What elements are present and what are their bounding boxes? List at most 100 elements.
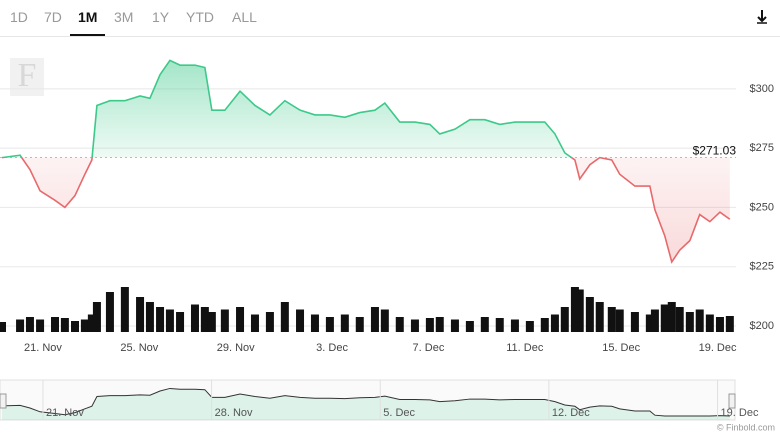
volume-bar — [176, 312, 185, 332]
x-tick-label: 3. Dec — [316, 342, 348, 354]
credit: © Finbold.com — [717, 422, 775, 432]
navigator-tick-label: 5. Dec — [383, 407, 415, 419]
volume-bar — [630, 312, 639, 332]
volume-bar — [425, 318, 434, 332]
volume-bar — [200, 307, 209, 332]
download-icon[interactable] — [757, 10, 767, 24]
volume-bar — [25, 317, 34, 332]
x-tick-label: 21. Nov — [24, 342, 62, 354]
volume-bar — [325, 317, 334, 332]
volume-bar — [585, 297, 594, 332]
volume-bar — [51, 317, 60, 332]
range-button[interactable]: ALL — [232, 9, 257, 25]
y-tick-label: $250 — [750, 201, 774, 213]
volume-bar — [380, 309, 389, 332]
volume-bar — [650, 309, 659, 332]
volume-bar — [615, 309, 624, 332]
volume-bar — [120, 287, 129, 332]
volume-bar — [16, 319, 25, 332]
volume-bar — [296, 309, 305, 332]
volume-bar — [310, 314, 319, 332]
watermark-box — [10, 58, 44, 96]
volume-bar — [465, 321, 474, 332]
volume-bar — [370, 307, 379, 332]
volume-bar — [450, 319, 459, 332]
navigator-area — [2, 388, 730, 420]
range-button[interactable]: 3M — [114, 9, 134, 25]
volume-bar — [340, 314, 349, 332]
volume-bar — [410, 319, 419, 332]
volume-bar — [165, 309, 174, 332]
range-bar: 1D 7D 1M 3M 1Y YTD ALL — [0, 0, 780, 37]
navigator-tick-label: 12. Dec — [552, 407, 590, 419]
volume-bar — [36, 319, 45, 332]
volume-bar — [645, 314, 654, 332]
volume-bar — [236, 307, 245, 332]
volume-bar — [80, 319, 89, 332]
x-tick-label: 15. Dec — [602, 342, 640, 354]
volume-bar — [60, 318, 69, 332]
volume-bar — [71, 321, 79, 332]
y-tick-label: $300 — [750, 83, 774, 95]
range-button[interactable]: 7D — [44, 9, 62, 25]
x-tick-label: 25. Nov — [120, 342, 158, 354]
volume-bar — [480, 317, 489, 332]
range-button[interactable]: 1M — [70, 0, 106, 36]
volume-bar — [495, 318, 504, 332]
navigator-handle[interactable] — [0, 393, 7, 409]
y-tick-label: $225 — [750, 261, 774, 273]
volume-bar — [510, 319, 519, 332]
volume-bar — [575, 289, 584, 332]
watermark: F — [18, 57, 37, 94]
volume-bar — [525, 321, 534, 332]
volume-bar — [190, 304, 199, 332]
volume-bar — [92, 302, 101, 332]
price-line — [1, 59, 731, 264]
navigator[interactable] — [0, 379, 736, 421]
volume-bar — [540, 318, 549, 332]
x-tick-label: 11. Dec — [506, 342, 544, 354]
volume-bar — [667, 302, 676, 332]
volume-bar — [715, 317, 724, 332]
volume-bar — [660, 304, 669, 332]
volume-bar — [280, 302, 289, 332]
volume-bar — [607, 307, 616, 332]
navigator-tick-label: 21. Nov — [46, 407, 84, 419]
volume-bar — [265, 312, 274, 332]
navigator-tick-label: 19. Dec — [721, 407, 759, 419]
volume-bar — [435, 317, 444, 332]
volume-bar — [595, 302, 604, 332]
navigator-tick-label: 28. Nov — [215, 407, 253, 419]
y-tick-label: $200 — [750, 320, 774, 332]
volume-bar — [207, 312, 216, 332]
volume-bar — [136, 297, 145, 332]
baseline-label: $271.03 — [693, 144, 737, 158]
volume-bar — [560, 307, 569, 332]
volume-bar — [550, 314, 559, 332]
volume-bar — [145, 302, 154, 332]
navigator-handle[interactable] — [728, 393, 736, 409]
volume-bar — [156, 307, 165, 332]
volume-bar — [570, 287, 579, 332]
volume-bar — [250, 314, 259, 332]
y-tick-label: $275 — [750, 142, 774, 154]
x-tick-label: 29. Nov — [217, 342, 255, 354]
volume-bar — [105, 292, 114, 332]
volume-bar — [725, 316, 734, 332]
x-tick-label: 19. Dec — [699, 342, 737, 354]
volume-bar — [87, 314, 96, 332]
price-area — [2, 60, 730, 262]
range-button[interactable]: 1Y — [152, 9, 170, 25]
x-tick-label: 7. Dec — [413, 342, 445, 354]
volume-bar — [675, 307, 684, 332]
volume-bar — [395, 317, 404, 332]
volume-bar — [355, 317, 364, 332]
volume-bar — [705, 314, 714, 332]
volume-bar — [0, 322, 6, 332]
range-button[interactable]: YTD — [186, 9, 214, 25]
volume-bar — [695, 309, 704, 332]
range-button[interactable]: 1D — [10, 9, 28, 25]
volume-bar — [220, 309, 229, 332]
